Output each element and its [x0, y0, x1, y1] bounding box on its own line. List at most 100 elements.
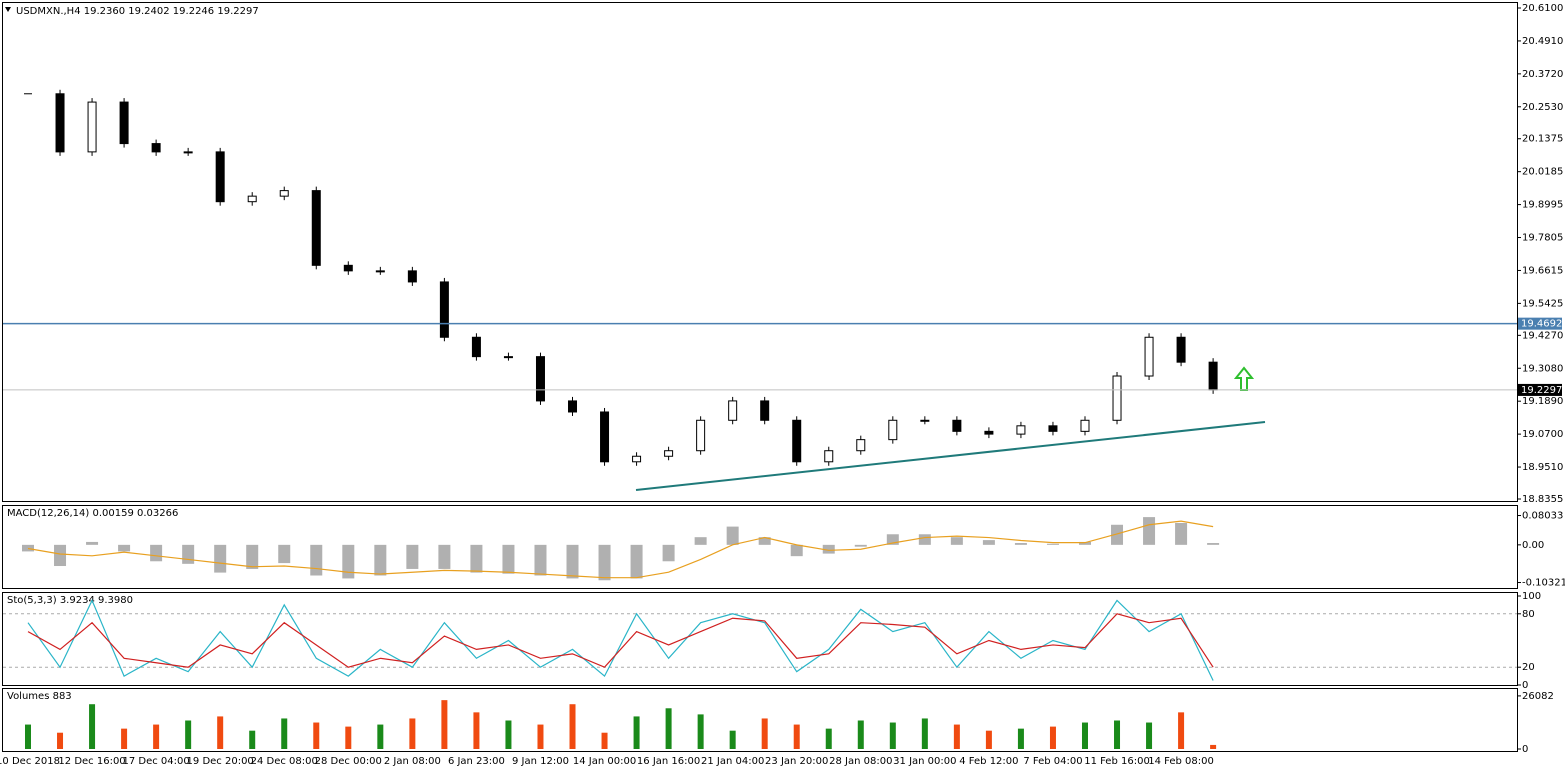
price-label: 19.2297 — [1521, 385, 1562, 396]
macd-bar — [886, 534, 899, 545]
y-tick-label: 19.3080 — [1522, 363, 1563, 374]
macd-bar — [1143, 517, 1156, 545]
macd-bar — [790, 544, 803, 557]
volume-bar — [697, 714, 704, 749]
y-tick-label: 20.0185 — [1522, 167, 1563, 178]
candle-body — [311, 190, 321, 266]
panel-title: USDMXN.,H4 19.2360 19.2402 19.2246 19.22… — [16, 6, 259, 17]
menu-triangle — [5, 7, 11, 12]
y-tick-label: 20.4910 — [1522, 36, 1563, 47]
candle-body — [1048, 425, 1058, 432]
macd-bar — [662, 544, 675, 562]
x-tick-label: 6 Jan 23:00 — [448, 756, 505, 767]
macd-bar — [374, 544, 387, 576]
y-tick-label: 19.0700 — [1522, 429, 1563, 440]
macd-bar — [54, 544, 67, 567]
volume-bar — [121, 728, 128, 749]
y-tick-label: 19.1890 — [1522, 396, 1563, 407]
volume-bar — [1017, 728, 1024, 749]
x-tick-label: 9 Jan 12:00 — [512, 756, 569, 767]
volume-bar — [153, 724, 160, 749]
volume-bar — [249, 730, 256, 749]
volume-bar — [953, 724, 960, 749]
macd-bar — [950, 537, 963, 545]
macd-bar — [1175, 522, 1188, 545]
y-tick-label: 20 — [1522, 662, 1535, 673]
macd-bar — [630, 544, 643, 579]
candle-body — [343, 264, 353, 272]
volume-bar — [825, 728, 832, 749]
x-tick-label: 14 Jan 00:00 — [573, 756, 636, 767]
volume-bar — [665, 708, 672, 749]
candle-body — [1208, 361, 1218, 391]
signal-line — [27, 520, 1214, 579]
candle-body — [55, 93, 65, 153]
volume-bar — [281, 718, 288, 749]
macd-bar — [438, 544, 451, 569]
macd-bar — [1014, 543, 1027, 545]
volume-bar — [633, 716, 640, 749]
macd-bar — [406, 544, 419, 569]
volume-bar — [25, 724, 31, 749]
y-tick-label: 20.6100 — [1522, 3, 1563, 14]
candle-body — [1080, 419, 1090, 432]
volume-bar — [857, 720, 864, 749]
volume-bar — [569, 704, 576, 749]
macd-bar — [598, 544, 611, 581]
candle-body — [952, 419, 962, 432]
candle-body — [503, 356, 513, 359]
volume-bar — [1081, 722, 1088, 749]
x-tick-label: 12 Dec 16:00 — [58, 756, 125, 767]
x-tick-label: 19 Dec 20:00 — [187, 756, 254, 767]
macd-bar — [1111, 524, 1124, 545]
volume-bar — [1114, 720, 1121, 749]
macd-bar — [342, 544, 355, 579]
y-tick-label: 0 — [1522, 744, 1528, 755]
volume-bar — [537, 724, 544, 749]
candle-body — [664, 450, 674, 457]
macd-bar — [822, 544, 835, 554]
candle-body — [119, 101, 129, 145]
macd-bar — [278, 544, 291, 564]
y-tick-label: 18.9510 — [1522, 462, 1563, 473]
y-tick-label: 80 — [1522, 609, 1535, 620]
macd-panel — [2, 505, 1518, 589]
y-tick-label: 0 — [1522, 680, 1528, 691]
y-tick-label: -0.10321 — [1522, 578, 1565, 589]
candle-body — [1112, 375, 1122, 421]
volume-bar — [473, 712, 480, 749]
stochastic-panel — [2, 592, 1518, 686]
candle-body — [535, 356, 545, 402]
macd-bar — [854, 544, 867, 547]
volume-bar — [409, 718, 416, 749]
volume-bar — [89, 704, 96, 749]
candle-body — [183, 151, 193, 154]
macd-bar — [1046, 543, 1059, 545]
price-label: 19.4692 — [1521, 319, 1562, 330]
candle-body — [87, 101, 97, 153]
x-tick-label: 16 Jan 16:00 — [637, 756, 700, 767]
price-panel — [2, 2, 1518, 502]
macd-bar — [22, 544, 34, 552]
candle-body — [407, 270, 417, 283]
macd-bar — [534, 544, 547, 576]
volume-bar — [793, 724, 800, 749]
macd-bar — [1078, 541, 1091, 545]
y-tick-label: 26082 — [1522, 691, 1554, 702]
panel-title: Sto(5,3,3) 3.9234 9.3980 — [7, 595, 133, 606]
volume-bar — [505, 720, 512, 749]
volume-bar — [761, 718, 768, 749]
macd-bar — [566, 544, 579, 579]
signal-line — [27, 613, 1214, 668]
y-tick-label: 19.7805 — [1522, 233, 1563, 244]
candle-body — [632, 455, 642, 463]
x-tick-label: 23 Jan 20:00 — [765, 756, 828, 767]
volume-bar — [889, 722, 896, 749]
volume-bar — [57, 732, 64, 749]
macd-bar — [182, 544, 195, 564]
up-arrow — [1233, 366, 1255, 391]
macd-bar — [1207, 543, 1220, 545]
candle-body — [1176, 336, 1186, 363]
y-tick-label: 18.8355 — [1522, 494, 1563, 505]
